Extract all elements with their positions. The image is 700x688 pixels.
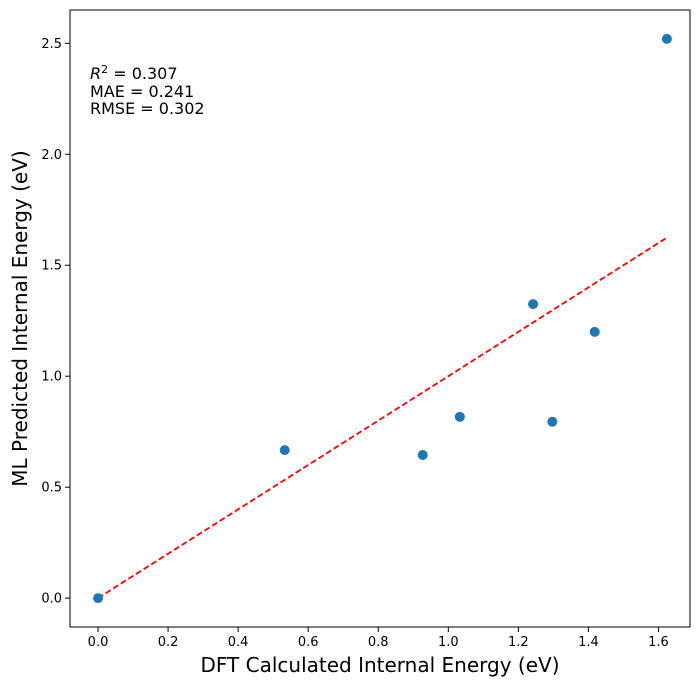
mae-annotation: MAE = 0.241 [90,82,194,101]
x-tick-label: 1.4 [578,635,599,650]
data-point-1 [279,445,290,456]
x-tick-label: 1.2 [508,635,529,650]
y-tick-label: 2.0 [41,148,62,163]
data-point-5 [547,416,558,427]
y-axis-label: ML Predicted Internal Energy (eV) [8,150,32,486]
plot-area: 0.0 0.2 0.4 0.6 0.8 1.0 1.2 1.4 1.6 0.0 0.5 1.0 1.5… [41,9,691,650]
rmse-annotation: RMSE = 0.302 [90,99,205,118]
x-tick-label: 0.2 [158,635,179,650]
y-tick-label: 0.5 [41,481,62,496]
data-point-6 [589,326,600,337]
r2-value: = 0.307 [108,64,177,83]
y-tick-label: 1.5 [41,259,62,274]
x-tick-label: 0.0 [88,635,109,650]
plot-frame [69,9,691,628]
y-tick-label: 0.0 [41,592,62,607]
data-point-0 [93,593,104,604]
x-tick-label: 0.8 [368,635,389,650]
y-tick-label: 1.0 [41,370,62,385]
y-axis-ticks: 0.0 0.5 1.0 1.5 2.0 2.5 [41,37,70,607]
data-point-7 [661,33,672,44]
x-tick-label: 0.4 [228,635,249,650]
x-axis-ticks: 0.0 0.2 0.4 0.6 0.8 1.0 1.2 1.4 1.6 [88,627,669,650]
x-tick-label: 1.0 [438,635,459,650]
data-point-3 [454,411,465,422]
r2-superscript: 2 [101,63,108,76]
reference-line [97,236,668,599]
data-point-4 [528,299,539,310]
x-tick-label: 1.6 [648,635,669,650]
x-tick-label: 0.6 [298,635,319,650]
data-points [93,33,672,604]
r2-annotation: R2 = 0.307 [90,63,178,84]
y-tick-label: 2.5 [41,37,62,52]
x-axis-label: DFT Calculated Internal Energy (eV) [201,653,560,677]
r2-symbol: R [90,64,101,83]
data-point-2 [417,449,428,460]
